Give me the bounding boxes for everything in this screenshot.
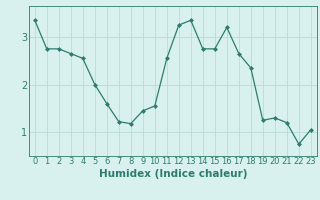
X-axis label: Humidex (Indice chaleur): Humidex (Indice chaleur) [99,169,247,179]
